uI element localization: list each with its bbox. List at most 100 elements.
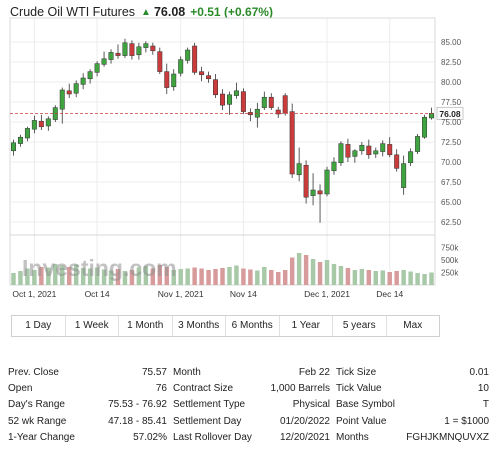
quote-header: Crude Oil WTI Futures ▲ 76.08 +0.51 (+0.… xyxy=(10,4,273,20)
candle[interactable] xyxy=(415,134,421,154)
candle[interactable] xyxy=(122,38,128,58)
candle-body xyxy=(338,143,344,164)
stat-label: Tick Value xyxy=(336,383,382,395)
candle-body xyxy=(31,120,37,130)
candle[interactable] xyxy=(59,87,65,124)
range-button-3-months[interactable]: 3 Months xyxy=(173,316,226,336)
watermark: Investing.com xyxy=(22,255,177,281)
candle[interactable] xyxy=(87,69,93,84)
volume-bar xyxy=(18,271,23,285)
candle[interactable] xyxy=(38,114,44,130)
volume-bar xyxy=(94,267,100,285)
candle[interactable] xyxy=(394,149,400,172)
stat-cell: 1-Year Change 57.02% xyxy=(8,432,173,443)
candle[interactable] xyxy=(359,142,365,155)
range-button-5-years[interactable]: 5 years xyxy=(333,316,387,336)
y-axis: 85.00 82.50 80.00 77.50 75.00 72.50 70.00 67.50… xyxy=(441,38,462,227)
x-tick-label: Oct 1, 2021 xyxy=(12,289,56,299)
candle[interactable] xyxy=(94,61,100,77)
volume-bar xyxy=(276,272,281,285)
candle[interactable] xyxy=(17,134,23,147)
candle[interactable] xyxy=(275,106,281,118)
candle[interactable] xyxy=(185,47,191,64)
candle-body xyxy=(185,49,191,61)
candle[interactable] xyxy=(206,71,212,83)
price-chart[interactable]: Investing.com 76.08 85.00 82.50 80.00 77.50… xyxy=(0,0,499,310)
range-button-1-year[interactable]: 1 Year xyxy=(280,316,333,336)
volume-bar xyxy=(115,269,121,285)
range-button-max[interactable]: Max xyxy=(403,320,423,331)
candle[interactable] xyxy=(408,148,414,166)
volume-bar xyxy=(317,262,323,285)
stat-label: 52 wk Range xyxy=(8,415,67,427)
candle[interactable] xyxy=(171,69,177,91)
candle-body xyxy=(157,51,163,72)
candle[interactable] xyxy=(261,91,267,110)
candle[interactable] xyxy=(303,160,309,204)
candle-body xyxy=(73,83,79,94)
candle[interactable] xyxy=(317,184,323,223)
candle[interactable] xyxy=(226,91,232,115)
candle[interactable] xyxy=(80,73,86,90)
candle[interactable] xyxy=(45,116,51,131)
candle[interactable] xyxy=(192,42,198,75)
volume-bar xyxy=(213,269,218,285)
candle[interactable] xyxy=(345,138,351,162)
range-button-6-months[interactable]: 6 Months xyxy=(226,316,280,336)
y-tick-label: 82.50 xyxy=(441,58,462,67)
candle[interactable] xyxy=(24,126,30,142)
candle[interactable] xyxy=(240,88,246,114)
candle[interactable] xyxy=(366,139,372,159)
stat-label: Settlement Day xyxy=(173,415,242,427)
candle[interactable] xyxy=(338,141,344,166)
candle[interactable] xyxy=(352,149,358,163)
candle-body xyxy=(289,111,295,175)
stat-label: Months xyxy=(336,432,369,444)
y-tick-label: 85.00 xyxy=(441,38,462,47)
candle[interactable] xyxy=(310,173,316,206)
candle[interactable] xyxy=(233,82,239,99)
candle[interactable] xyxy=(178,56,184,77)
volume-bar xyxy=(108,270,114,285)
candle[interactable] xyxy=(136,42,142,60)
candle[interactable] xyxy=(296,147,302,182)
candle[interactable] xyxy=(11,139,16,156)
candle[interactable] xyxy=(115,44,121,59)
x-tick-label: Nov 14 xyxy=(230,289,257,299)
candle[interactable] xyxy=(213,74,219,98)
candle[interactable] xyxy=(324,166,330,197)
candle-body xyxy=(345,144,351,158)
candle[interactable] xyxy=(282,93,288,116)
range-button-1-month[interactable]: 1 Month xyxy=(119,316,173,336)
candle[interactable] xyxy=(31,115,37,134)
candle-body xyxy=(136,46,142,56)
candle[interactable] xyxy=(199,66,205,82)
candle[interactable] xyxy=(422,114,428,139)
candle[interactable] xyxy=(157,47,163,74)
range-button-1-day[interactable]: 1 Day xyxy=(12,316,66,336)
volume-bar xyxy=(164,267,169,285)
candle[interactable] xyxy=(401,155,407,195)
candle[interactable] xyxy=(108,49,114,64)
candle[interactable] xyxy=(268,93,274,110)
candle[interactable] xyxy=(387,137,393,158)
volume-bar xyxy=(331,264,337,285)
stat-cell: Contract Size 1,000 Barrels xyxy=(173,383,336,394)
stat-cell: 52 wk Range 47.18 - 85.41 xyxy=(8,416,173,427)
candle[interactable] xyxy=(164,63,170,94)
candle[interactable] xyxy=(380,140,386,157)
candle[interactable] xyxy=(66,83,72,98)
candle[interactable] xyxy=(101,51,107,67)
candle[interactable] xyxy=(331,157,337,175)
candle[interactable] xyxy=(73,80,79,98)
candle[interactable] xyxy=(150,42,156,55)
candle[interactable] xyxy=(129,40,135,60)
candle[interactable] xyxy=(143,41,149,53)
candle[interactable] xyxy=(373,147,379,158)
candle[interactable] xyxy=(289,103,295,178)
candle[interactable] xyxy=(220,89,225,110)
candle-body xyxy=(38,120,44,128)
volume-bar xyxy=(310,259,316,285)
candle-body xyxy=(422,116,428,138)
range-button-1-week[interactable]: 1 Week xyxy=(66,316,119,336)
